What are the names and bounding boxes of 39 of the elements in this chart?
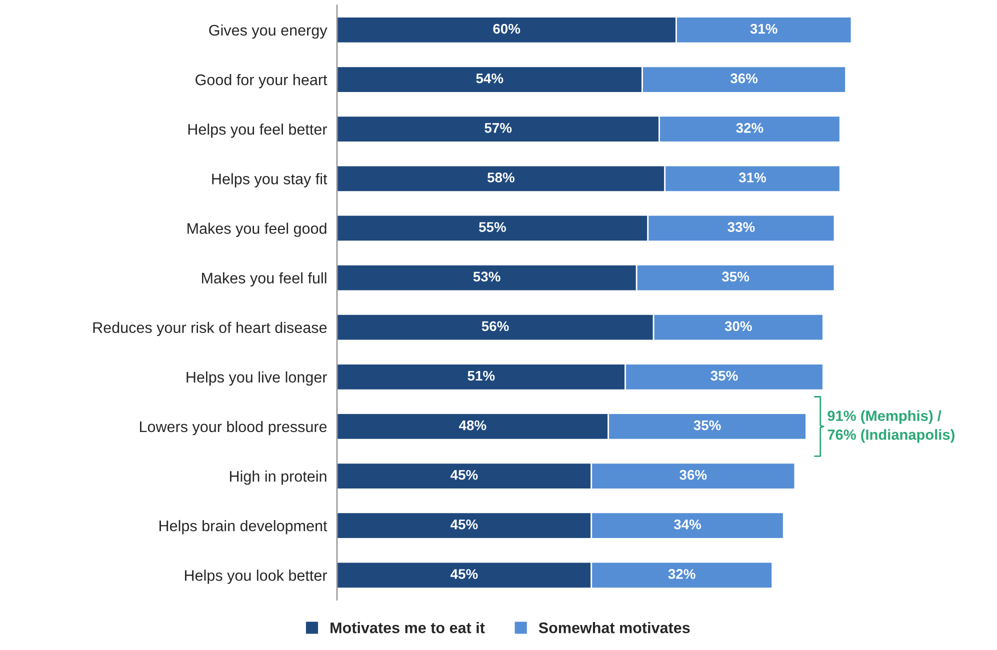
data-label: 51% xyxy=(468,370,495,381)
y-tick-label: Helps you look better xyxy=(185,570,328,584)
data-label: 31% xyxy=(738,172,766,182)
y-tick-label: Helps you feel better xyxy=(188,124,328,138)
data-label: 31% xyxy=(750,24,778,34)
data-label: 30% xyxy=(724,321,752,332)
annotation: 91% (Memphis) / 76% (Indianapolis) xyxy=(828,410,954,443)
data-label: 36% xyxy=(730,73,758,84)
y-tick-label: Makes you feel full xyxy=(202,272,326,286)
y-tick-label: Helps you stay fit xyxy=(212,173,328,188)
data-label: 54% xyxy=(476,73,504,84)
data-label: 45% xyxy=(450,470,478,480)
legend-label: Somewhat motivates xyxy=(538,622,690,634)
y-tick-label: Good for your heart xyxy=(196,74,328,88)
data-label: 32% xyxy=(736,123,764,133)
legend-label: Motivates me to eat it xyxy=(330,622,485,634)
data-label: 45% xyxy=(450,569,478,579)
data-label: 60% xyxy=(493,24,520,34)
data-label: 32% xyxy=(668,569,696,579)
data-label: 35% xyxy=(722,272,750,282)
data-label: 53% xyxy=(473,272,500,282)
data-label: 57% xyxy=(484,123,512,133)
data-label: 48% xyxy=(458,420,486,430)
y-tick-label: Helps you live longer xyxy=(186,371,328,386)
data-label: 55% xyxy=(478,222,506,232)
y-tick-label: High in protein xyxy=(230,470,326,485)
y-tick-label: Gives you energy xyxy=(209,24,328,39)
data-label: 58% xyxy=(487,172,514,182)
y-tick-label: Lowers your blood pressure xyxy=(140,420,327,436)
data-label: 56% xyxy=(482,321,509,332)
y-tick-label: Makes you feel good xyxy=(188,222,326,237)
y-tick-label: Reduces your risk of heart disease xyxy=(93,322,327,336)
data-label: 34% xyxy=(674,520,702,530)
data-label: 33% xyxy=(728,222,755,232)
data-label: 45% xyxy=(450,520,478,530)
y-tick-label: Helps brain development xyxy=(160,520,328,534)
data-label: 35% xyxy=(710,370,738,381)
data-label: 36% xyxy=(680,470,707,480)
data-label: 35% xyxy=(694,420,721,430)
